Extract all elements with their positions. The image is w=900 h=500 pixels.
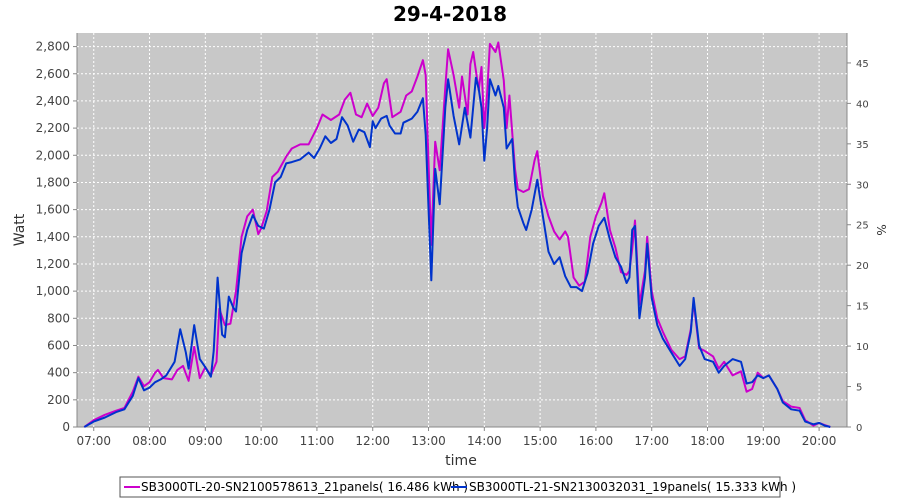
legend-label-series-2: SB3000TL-21-SN2130032031_19panels( 15.33… (469, 480, 796, 494)
chart-title: 29-4-2018 (393, 2, 507, 26)
legend-label-series-1: SB3000TL-20-SN2100578613_21panels( 16.48… (141, 480, 468, 494)
y2-tick-label: 10 (856, 342, 869, 353)
y2-tick-label: 25 (856, 221, 869, 232)
x-tick-label: 10:00 (244, 434, 279, 448)
x-tick-label: 09:00 (188, 434, 223, 448)
series-line-2 (83, 76, 831, 428)
y-axis-label: Watt (12, 213, 28, 246)
x-tick-label: 17:00 (634, 434, 669, 448)
y-tick-label: 1,600 (36, 203, 70, 217)
x-tick-label: 07:00 (76, 434, 111, 448)
y-axis-ticks: 0 200 400 600 800 1,000 1,200 1,400 1,600 1,800 2,… (36, 40, 77, 434)
y-tick-label: 1,200 (36, 257, 70, 271)
y2-tick-label: 35 (856, 140, 869, 151)
x-tick-label: 11:00 (300, 434, 335, 448)
y2-tick-label: 0 (856, 423, 862, 434)
y2-tick-label: 30 (856, 180, 869, 191)
y-tick-label: 2,000 (36, 148, 70, 162)
x-axis-label: time (445, 453, 477, 469)
y2-tick-label: 20 (856, 261, 869, 272)
x-axis-ticks: 07:00 08:00 09:00 10:00 11:00 12:00 13:00 14:00… (76, 427, 836, 448)
plot-area (77, 33, 847, 427)
x-tick-label: 19:00 (746, 434, 781, 448)
y-tick-label: 600 (47, 338, 70, 352)
x-tick-label: 18:00 (690, 434, 725, 448)
y2-tick-label: 40 (856, 99, 869, 110)
series-lines (83, 41, 831, 428)
y2-axis-ticks: 0 5 10 15 20 25 30 35 40 45 (847, 59, 869, 434)
x-tick-label: 14:00 (467, 434, 502, 448)
x-tick-label: 12:00 (355, 434, 390, 448)
y-tick-label: 2,800 (36, 40, 70, 54)
y-tick-label: 200 (47, 393, 70, 407)
x-tick-label: 20:00 (802, 434, 837, 448)
x-tick-label: 13:00 (411, 434, 446, 448)
x-tick-label: 15:00 (523, 434, 558, 448)
y-tick-label: 2,200 (36, 121, 70, 135)
y-tick-label: 1,800 (36, 175, 70, 189)
x-tick-label: 16:00 (579, 434, 614, 448)
y2-tick-label: 45 (856, 59, 869, 70)
y-tick-label: 1,000 (36, 284, 70, 298)
y-tick-label: 0 (62, 420, 70, 434)
legend-box (119, 476, 781, 498)
y-tick-label: 800 (47, 311, 70, 325)
x-tick-label: 08:00 (132, 434, 167, 448)
y2-tick-label: 5 (856, 383, 862, 394)
y-tick-label: 1,400 (36, 230, 70, 244)
y2-axis-label: % (874, 224, 888, 235)
y2-tick-label: 15 (856, 302, 869, 313)
y-tick-label: 2,600 (36, 67, 70, 81)
y-tick-label: 400 (47, 366, 70, 380)
y-tick-label: 2,400 (36, 94, 70, 108)
legend: SB3000TL-20-SN2100578613_21panels( 16.48… (119, 476, 796, 498)
